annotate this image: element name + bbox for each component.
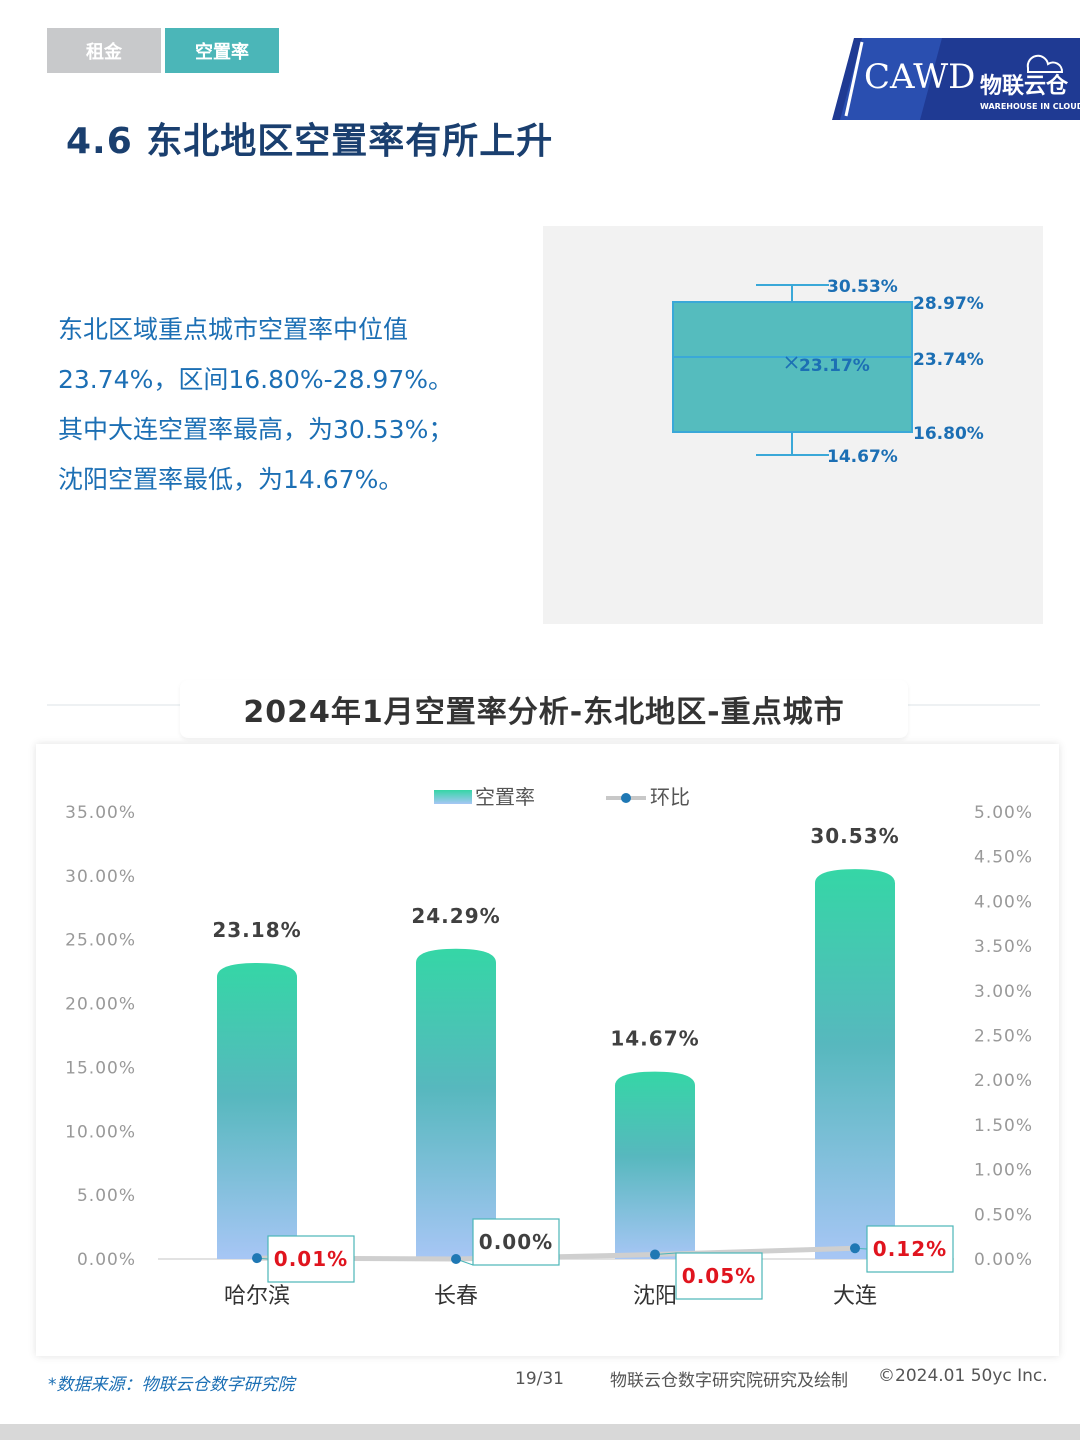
- copyright-text: ©2024.01 50yc Inc.: [878, 1366, 1048, 1386]
- data-source: *数据来源：物联云仓数字研究院: [48, 1375, 295, 1395]
- cloud-icon: [1026, 54, 1063, 73]
- summary-line: 其中大连空置率最高，为30.53%；: [58, 415, 454, 444]
- box-iqr: [672, 301, 913, 433]
- y-tick-left: 10.00%: [65, 1122, 136, 1142]
- label-max: 30.53%: [827, 277, 898, 297]
- label-q1: 16.80%: [913, 424, 984, 444]
- chart-card: 空置率 环比 0.00% 5.00% 10.00% 15.00% 20.00% 25.00…: [36, 744, 1059, 1356]
- y-tick-right: 1.50%: [974, 1116, 1033, 1136]
- summary-line: 沈阳空置率最低，为14.67%。: [58, 465, 404, 494]
- bar: [815, 869, 895, 1259]
- legend-swatch-dot: [621, 793, 631, 803]
- y-tick-left: 30.00%: [65, 867, 136, 887]
- callout-box: [267, 1235, 355, 1283]
- y-tick-left: 15.00%: [65, 1058, 136, 1078]
- legend-label-line: 环比: [650, 785, 690, 809]
- tab-vacancy-rate[interactable]: 空置率: [165, 28, 279, 73]
- boxplot-chart: 30.53% 28.97% 23.17% 23.74% 16.80% 14.67…: [672, 277, 984, 467]
- credit-text: 物联云仓数字研究院研究及绘制: [610, 1371, 848, 1391]
- cawd-logo: CAWD 物联云仓 WAREHOUSE IN CLOUD: [832, 38, 1080, 120]
- bar-data-label: 24.29%: [411, 904, 500, 928]
- line-point: [252, 1253, 262, 1264]
- mean-marker-icon: [785, 356, 798, 369]
- bar: [416, 948, 496, 1259]
- line-data-label: 0.00%: [479, 1230, 553, 1254]
- axis-right: 0.00% 0.50% 1.00% 1.50% 2.00% 2.50% 3.00% 3.50%…: [974, 803, 1033, 1270]
- label-q3: 28.97%: [913, 294, 984, 314]
- bar: [615, 1071, 695, 1259]
- chart-title: 2024年1月空置率分析-东北地区-重点城市: [180, 680, 908, 738]
- y-tick-left: 20.00%: [65, 995, 136, 1015]
- y-tick-right: 4.00%: [974, 892, 1033, 912]
- y-tick-left: 35.00%: [65, 803, 136, 823]
- logo-brand: 物联云仓: [980, 73, 1069, 99]
- callout-box: [866, 1225, 954, 1273]
- label-min: 14.67%: [827, 447, 898, 467]
- vacancy-chart: 空置率 环比 0.00% 5.00% 10.00% 15.00% 20.00% 25.00…: [65, 785, 1033, 1309]
- y-tick-left: 25.00%: [65, 931, 136, 951]
- label-median: 23.74%: [913, 350, 984, 370]
- page-number: 19/31: [515, 1369, 564, 1389]
- y-tick-right: 3.00%: [974, 982, 1033, 1002]
- line-point: [650, 1249, 660, 1260]
- logo-text: CAWD: [864, 57, 975, 97]
- label-mean: 23.17%: [799, 356, 870, 376]
- y-tick-right: 2.00%: [974, 1071, 1033, 1091]
- callout-box: [675, 1252, 763, 1300]
- x-category-label: 沈阳: [633, 1284, 677, 1309]
- page-title: 4.6 东北地区空置率有所上升: [66, 121, 554, 162]
- category-labels: 哈尔滨 长春 沈阳 大连: [224, 1284, 877, 1309]
- line-data-label: 0.05%: [682, 1264, 756, 1288]
- boxplot-panel: 30.53% 28.97% 23.17% 23.74% 16.80% 14.67…: [543, 226, 1043, 624]
- bar-data-label: 23.18%: [212, 918, 301, 942]
- y-tick-left: 0.00%: [77, 1250, 136, 1270]
- line-data-label: 0.12%: [873, 1237, 947, 1261]
- x-category-label: 长春: [434, 1284, 478, 1309]
- tab-rent[interactable]: 租金: [47, 28, 161, 73]
- y-tick-left: 5.00%: [77, 1186, 136, 1206]
- legend-label-bar: 空置率: [475, 785, 535, 809]
- line-point: [850, 1243, 860, 1254]
- summary-line: 东北区域重点城市空置率中位值: [58, 315, 409, 344]
- summary-text: 东北区域重点城市空置率中位值 23.74%，区间16.80%-28.97%。 其…: [58, 305, 528, 505]
- legend-swatch-bar: [434, 790, 472, 804]
- x-category-label: 哈尔滨: [224, 1284, 290, 1309]
- y-tick-right: 1.00%: [974, 1161, 1033, 1181]
- x-category-label: 大连: [833, 1284, 877, 1309]
- category-tabs: 租金 空置率: [47, 28, 279, 73]
- summary-line: 23.74%，区间16.80%-28.97%。: [58, 365, 453, 394]
- bar-data-label: 30.53%: [810, 824, 899, 848]
- y-tick-right: 2.50%: [974, 1027, 1033, 1047]
- chart-legend: 空置率 环比: [434, 785, 690, 809]
- y-tick-right: 0.50%: [974, 1205, 1033, 1225]
- line-series: 0.01% 0.00% 0.05% 0.12%: [252, 1218, 954, 1300]
- callout-box: [472, 1218, 560, 1266]
- bar-series: 23.18% 24.29% 14.67% 30.53%: [212, 824, 899, 1259]
- y-tick-right: 3.50%: [974, 937, 1033, 957]
- line-data-label: 0.01%: [274, 1247, 348, 1271]
- y-tick-right: 5.00%: [974, 803, 1033, 823]
- axis-left: 0.00% 5.00% 10.00% 15.00% 20.00% 25.00% 30.00%…: [65, 803, 136, 1270]
- y-tick-right: 0.00%: [974, 1250, 1033, 1270]
- y-tick-right: 4.50%: [974, 848, 1033, 868]
- bar-data-label: 14.67%: [610, 1027, 699, 1051]
- line-point: [451, 1254, 461, 1264]
- bar: [217, 962, 297, 1259]
- bottom-bar: [0, 1424, 1080, 1440]
- logo-brand-sub: WAREHOUSE IN CLOUD: [980, 102, 1080, 111]
